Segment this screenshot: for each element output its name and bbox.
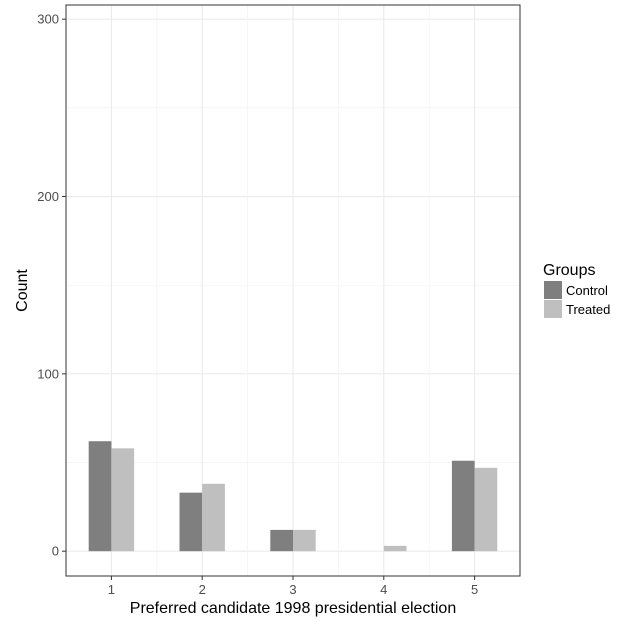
legend-title: Groups — [543, 262, 595, 279]
bar-treated-5 — [474, 467, 498, 552]
x-tick-label: 1 — [108, 582, 115, 597]
y-tick-label: 300 — [37, 12, 59, 27]
legend-swatch-control — [544, 281, 562, 299]
legend: Groups Control Treated — [543, 262, 610, 318]
y-tick-label: 200 — [37, 189, 59, 204]
x-tick-label: 5 — [471, 582, 478, 597]
y-tick-label: 100 — [37, 366, 59, 381]
bar-treated-2 — [202, 483, 225, 552]
x-axis-ticks: 1 2 3 4 5 — [108, 576, 478, 597]
legend-label-treated: Treated — [566, 302, 610, 317]
legend-swatch-treated — [544, 300, 562, 318]
bars — [88, 441, 498, 552]
bar-control-2 — [179, 492, 203, 552]
x-tick-label: 2 — [199, 582, 206, 597]
x-tick-label: 3 — [289, 582, 296, 597]
bar-control-3 — [270, 529, 293, 552]
bar-treated-4 — [383, 545, 407, 552]
x-tick-label: 4 — [380, 582, 387, 597]
gridlines — [66, 5, 520, 576]
y-axis-ticks: 0 100 200 300 — [37, 12, 66, 559]
y-tick-label: 0 — [52, 544, 59, 559]
legend-items: Control Treated — [544, 281, 610, 318]
bar-treated-1 — [111, 448, 135, 552]
bar-control-5 — [451, 460, 475, 552]
x-axis-title: Preferred candidate 1998 presidential el… — [130, 600, 456, 617]
bar-control-1 — [88, 441, 112, 552]
legend-label-control: Control — [566, 283, 608, 298]
bar-treated-3 — [293, 529, 316, 552]
y-axis-title: Count — [14, 269, 31, 312]
